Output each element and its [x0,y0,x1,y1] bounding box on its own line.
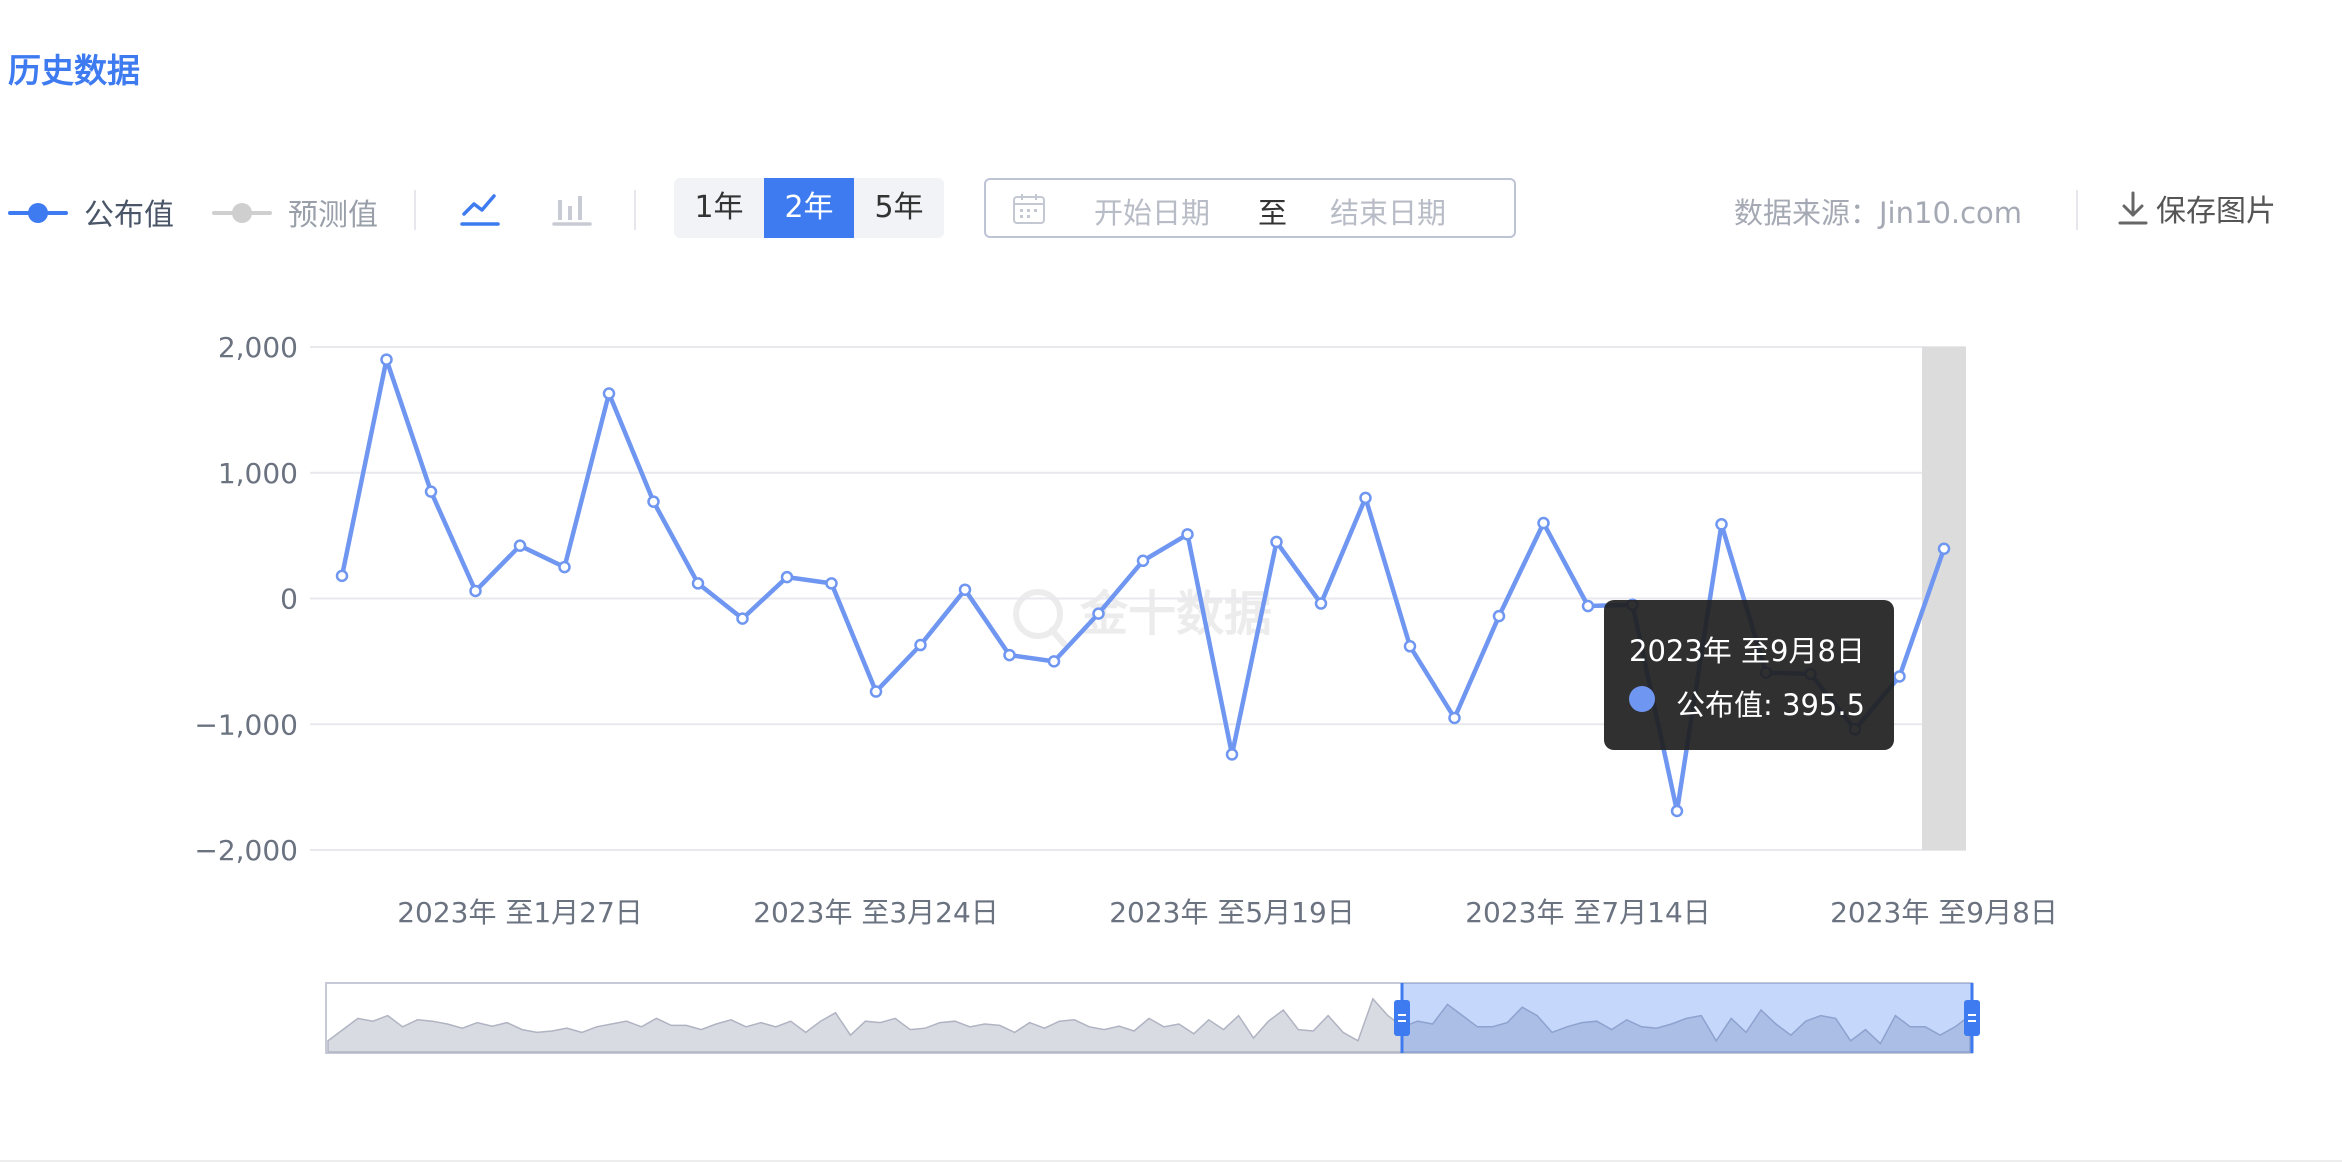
data-point[interactable] [424,485,438,498]
save-image-label: 保存图片 [2156,194,2276,229]
data-point[interactable] [469,584,482,598]
period-button-2y[interactable]: 2年 [764,178,854,238]
data-point[interactable] [958,583,972,596]
data-point[interactable] [558,560,571,574]
watermark: 金十数据 [1013,586,1272,647]
y-tick-label: 2,000 [218,331,298,364]
data-point[interactable] [1670,804,1684,818]
data-point[interactable] [1225,748,1239,761]
data-point[interactable] [1492,609,1506,623]
tooltip-series-value: 公布值: 395.5 [1676,688,1866,722]
toolbar-divider [634,190,636,230]
legend-published-label: 公布值 [84,198,174,233]
x-tick-label: 2023年 至9月8日 [1830,896,2058,929]
data-point[interactable] [1270,535,1283,549]
data-point[interactable] [1403,640,1417,653]
data-point[interactable] [914,638,927,652]
zoom-handle-right[interactable] [1964,1000,1980,1036]
data-point[interactable] [1181,528,1194,541]
data-point[interactable] [1448,711,1461,725]
data-zoom-slider[interactable] [325,982,1980,1054]
line-chart-icon[interactable] [456,184,504,232]
legend-item-published[interactable]: 公布值 [8,190,174,234]
data-point[interactable] [1003,648,1016,662]
period-button-5y[interactable]: 5年 [874,190,924,225]
period-selector: 1年 2年 5年 [674,178,944,238]
legend-forecast-label: 预测值 [288,198,378,233]
data-point[interactable] [1715,518,1728,531]
zoom-overview-area [327,997,1971,1053]
data-point[interactable] [602,387,616,400]
bottom-divider [0,1160,2342,1162]
tooltip-series-dot [1629,686,1655,712]
data-point[interactable] [1581,599,1595,613]
data-point[interactable] [335,569,349,583]
data-point[interactable] [513,539,527,552]
data-point[interactable] [869,685,883,698]
data-point[interactable] [736,612,749,625]
data-point[interactable] [380,353,393,366]
chart-toolbar: 公布值 预测值 1年 2年 5年 开始日 [0,178,2342,240]
data-point[interactable] [780,570,794,584]
start-date-input[interactable]: 开始日期 [1094,196,1211,230]
end-date-input[interactable]: 结束日期 [1330,196,1447,230]
date-range-picker[interactable]: 开始日期 至 结束日期 [984,178,1516,238]
calendar-icon [1013,194,1045,224]
y-tick-label: −2,000 [194,834,298,867]
data-point[interactable] [1537,516,1550,530]
x-tick-label: 2023年 至1月27日 [397,896,643,929]
data-point[interactable] [1893,670,1906,683]
data-point[interactable] [1314,597,1328,610]
bar-chart-icon[interactable] [548,184,596,232]
data-point[interactable] [1047,655,1061,668]
data-point[interactable] [1092,607,1105,620]
data-point[interactable] [1359,491,1372,505]
y-tick-label: −1,000 [194,708,298,741]
x-tick-label: 2023年 至7月14日 [1465,896,1711,929]
hover-highlight-band [1922,347,1966,850]
page-title: 历史数据 [8,51,140,90]
watermark-text: 金十数据 [1079,586,1272,642]
chart-tooltip: 2023年 至9月8日 公布值: 395.5 [1604,600,1894,750]
data-point[interactable] [1136,554,1150,568]
data-point[interactable] [647,495,660,508]
legend-published-symbol [8,197,68,227]
toolbar-divider [2076,190,2078,230]
zoom-selected-range[interactable] [1402,983,1972,1053]
toolbar-divider [414,190,416,230]
data-point[interactable] [691,577,705,590]
save-image-button[interactable]: 保存图片 [2116,186,2276,230]
zoom-handle-left[interactable] [1394,1000,1410,1036]
legend-forecast-symbol [212,197,272,227]
period-button-1y[interactable]: 1年 [694,190,744,225]
data-point[interactable] [1937,542,1951,556]
download-icon [2118,191,2148,225]
y-tick-label: 1,000 [218,457,298,490]
y-tick-label: 0 [280,583,298,616]
x-tick-label: 2023年 至5月19日 [1109,896,1355,929]
data-point[interactable] [825,577,838,590]
x-tick-label: 2023年 至3月24日 [753,896,999,929]
history-line-chart: 金十数据 2,000 1,000 0 −1,000 −2,000 2023年 至1月27… [194,331,2058,1054]
legend-item-forecast[interactable]: 预测值 [212,190,378,234]
date-range-separator: 至 [1258,196,1288,230]
data-source-text: 数据来源：Jin10.com [1734,196,2023,230]
tooltip-title: 2023年 至9月8日 [1629,634,1865,668]
